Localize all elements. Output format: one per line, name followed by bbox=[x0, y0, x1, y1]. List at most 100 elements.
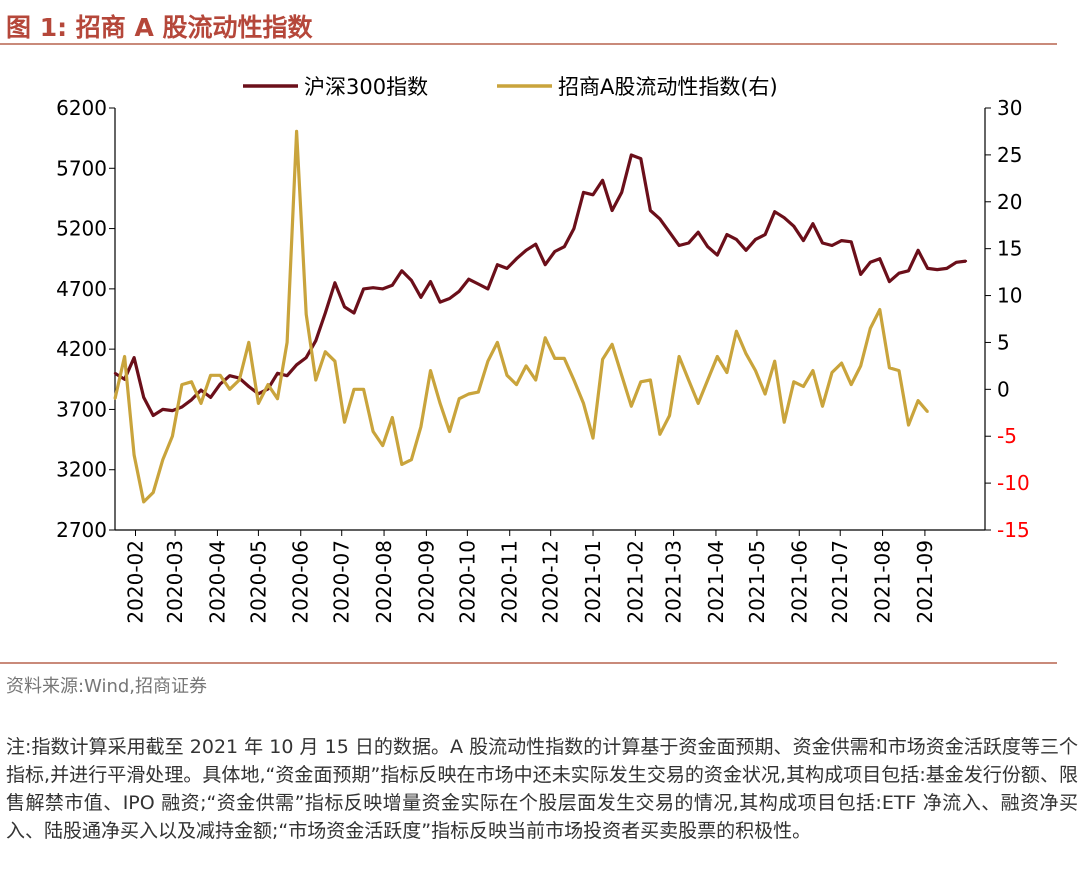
csi300-point bbox=[534, 243, 537, 246]
csi300-point bbox=[113, 372, 117, 375]
x-tick-label: 2021-08 bbox=[871, 540, 895, 624]
legend-label-liquidity: 招商A股流动性指数(右) bbox=[558, 75, 778, 99]
y-right-tick-label: -10 bbox=[997, 471, 1030, 495]
liquidity-point bbox=[305, 313, 308, 316]
csi300-point bbox=[821, 241, 824, 245]
x-tick-label: 2020-07 bbox=[330, 540, 354, 624]
liquidity-point bbox=[572, 378, 576, 382]
csi300-point bbox=[582, 191, 585, 194]
csi300-point bbox=[591, 193, 595, 196]
csi300-point bbox=[419, 296, 423, 299]
x-tick-label: 2021-06 bbox=[787, 540, 811, 624]
csi300-point bbox=[371, 286, 375, 289]
csi300-point bbox=[610, 209, 614, 212]
y-right-tick-label: 5 bbox=[997, 330, 1010, 354]
csi300-point bbox=[811, 222, 815, 225]
liquidity-point bbox=[744, 352, 748, 355]
liquidity-point bbox=[773, 360, 776, 363]
csi300-point bbox=[161, 408, 164, 411]
csi300-point bbox=[744, 249, 748, 252]
liquidity-point bbox=[228, 388, 231, 391]
x-tick-label: 2021-03 bbox=[662, 540, 686, 624]
liquidity-point bbox=[878, 308, 881, 311]
liquidity-point bbox=[926, 410, 929, 413]
liquidity-point bbox=[209, 374, 212, 377]
csi300-point bbox=[888, 280, 891, 283]
liquidity-point bbox=[467, 392, 470, 396]
csi300-point bbox=[314, 339, 317, 342]
liquidity-point bbox=[496, 341, 499, 344]
liquidity-point bbox=[620, 374, 623, 377]
csi300-point bbox=[926, 267, 929, 270]
liquidity-point bbox=[400, 463, 403, 466]
csi300-point bbox=[859, 273, 862, 276]
y-left-tick-label: 5200 bbox=[56, 217, 107, 241]
y-right-tick-label: 15 bbox=[997, 237, 1022, 261]
liquidity-point bbox=[295, 130, 298, 133]
liquidity-point bbox=[716, 355, 719, 358]
csi300-point bbox=[142, 396, 145, 399]
x-tick-label: 2021-02 bbox=[623, 540, 647, 624]
liquidity-point bbox=[161, 458, 164, 461]
liquidity-point bbox=[677, 355, 681, 358]
liquidity-point bbox=[238, 378, 241, 382]
liquidity-point bbox=[219, 374, 222, 377]
csi300-point bbox=[792, 225, 795, 228]
chart-area: 沪深300指数 招商A股流动性指数(右) 2700 3200 3700 4200 4700… bbox=[56, 75, 1030, 624]
csi300-point bbox=[754, 238, 757, 241]
liquidity-point bbox=[199, 402, 203, 405]
csi300-point bbox=[295, 363, 298, 366]
csi300-point bbox=[228, 374, 231, 377]
liquidity-point bbox=[668, 414, 671, 417]
csi300-point bbox=[467, 278, 470, 281]
liquidity-point bbox=[811, 369, 815, 372]
liquidity-point bbox=[486, 360, 490, 363]
liquidity-point bbox=[142, 500, 145, 504]
csi300-point bbox=[897, 272, 901, 275]
data-source: 资料来源:Wind,招商证券 bbox=[6, 676, 208, 697]
csi300-point bbox=[677, 244, 681, 247]
csi300-point bbox=[572, 227, 576, 230]
liquidity-point bbox=[610, 343, 614, 346]
liquidity-point bbox=[591, 436, 595, 440]
axes: 27003200370042004700520057006200-15-10-5… bbox=[56, 96, 1030, 624]
y-left-tick-label: 4200 bbox=[56, 337, 107, 361]
csi300-point bbox=[505, 267, 509, 270]
csi300-point bbox=[687, 241, 690, 245]
csi300-point bbox=[486, 287, 490, 291]
liquidity-point bbox=[763, 392, 767, 396]
liquidity-point bbox=[247, 341, 250, 344]
liquidity-point bbox=[132, 453, 136, 457]
csi300-point bbox=[936, 268, 939, 271]
csi300-point bbox=[783, 216, 786, 219]
csi300-point bbox=[563, 245, 566, 248]
csi300-point bbox=[763, 233, 767, 236]
csi300-point bbox=[381, 287, 384, 291]
liquidity-point bbox=[754, 369, 757, 372]
liquidity-point bbox=[888, 366, 891, 369]
liquidity-point bbox=[658, 433, 662, 436]
csi300-point bbox=[649, 209, 652, 212]
liquidity-point bbox=[582, 402, 585, 405]
csi300-point bbox=[132, 356, 136, 359]
csi300-point bbox=[429, 280, 432, 283]
csi300-point bbox=[716, 253, 719, 257]
y-left-tick-label: 3700 bbox=[56, 397, 107, 421]
liquidity-point bbox=[419, 425, 423, 428]
liquidity-point bbox=[649, 378, 652, 382]
x-tick-label: 2020-02 bbox=[123, 540, 147, 624]
csi300-point bbox=[553, 250, 556, 253]
liquidity-point bbox=[257, 402, 260, 405]
liquidity-point bbox=[563, 357, 566, 360]
liquidity-point bbox=[725, 371, 729, 374]
title-divider bbox=[0, 43, 1057, 45]
liquidity-point bbox=[314, 378, 317, 382]
x-tick-label: 2020-08 bbox=[372, 540, 396, 624]
csi300-point bbox=[620, 191, 623, 194]
liquidity-point bbox=[830, 371, 834, 374]
y-left-tick-label: 3200 bbox=[56, 458, 107, 482]
x-tick-label: 2020-06 bbox=[289, 540, 313, 624]
csi300-point bbox=[496, 263, 499, 266]
liquidity-point bbox=[792, 380, 795, 383]
liquidity-point bbox=[735, 330, 738, 333]
